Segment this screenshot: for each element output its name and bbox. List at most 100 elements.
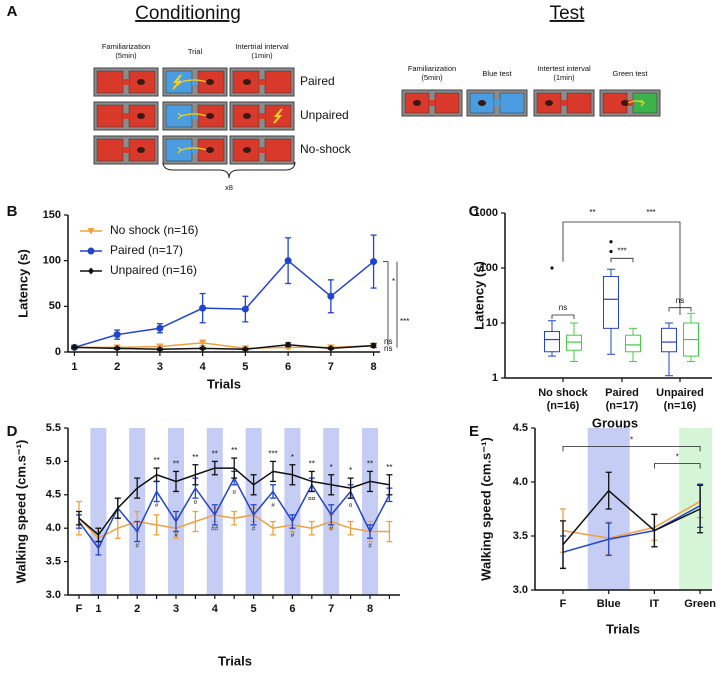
column-header: Trial bbox=[188, 47, 203, 56]
x-axis-label: Trials bbox=[218, 653, 252, 668]
significance-mark: ¤ bbox=[349, 502, 353, 509]
outlier bbox=[609, 249, 613, 254]
point bbox=[242, 345, 249, 353]
x-tick-label: 6 bbox=[289, 603, 295, 615]
x-tick-label: 4 bbox=[200, 361, 207, 373]
series-line bbox=[562, 500, 701, 539]
y-tick-label: 150 bbox=[43, 209, 61, 221]
row-label: Unpaired bbox=[300, 108, 349, 122]
box bbox=[603, 276, 619, 329]
column-header: Intertrial interval (1min) bbox=[235, 42, 289, 60]
outlier bbox=[609, 240, 613, 244]
column-header: Intertest interval (1min) bbox=[537, 64, 591, 82]
chamber bbox=[632, 92, 658, 114]
x-tick-label: No shock (n=16) bbox=[538, 387, 588, 412]
significance-mark: ¤ bbox=[232, 489, 236, 496]
point bbox=[199, 304, 207, 312]
y-tick-label: 3.0 bbox=[513, 584, 528, 596]
repeat-label: x8 bbox=[225, 183, 233, 192]
y-tick-label: 4.0 bbox=[46, 522, 61, 534]
x-tick-label: 6 bbox=[285, 361, 291, 373]
x-tick-label: 2 bbox=[114, 361, 120, 373]
legend-label: No shock (n=16) bbox=[110, 223, 198, 237]
legend-label: Unpaired (n=16) bbox=[110, 263, 197, 277]
significance-mark: # bbox=[291, 532, 295, 539]
panel-label: B bbox=[7, 203, 18, 220]
chamber bbox=[499, 92, 525, 114]
y-axis-label: Latency (s) bbox=[15, 249, 30, 318]
significance-star: ** bbox=[367, 460, 373, 469]
panel-label: A bbox=[7, 3, 18, 20]
point bbox=[370, 258, 378, 266]
row-label: Paired bbox=[300, 74, 335, 88]
y-tick-label: 1000 bbox=[474, 207, 498, 219]
significance-star: ** bbox=[192, 453, 198, 462]
annotation: *** bbox=[617, 246, 626, 255]
point bbox=[327, 344, 334, 352]
mouse-icon bbox=[621, 100, 629, 106]
door bbox=[123, 147, 129, 153]
column-header: Green test bbox=[612, 69, 648, 78]
y-tick-label: 4.0 bbox=[513, 476, 528, 488]
x-tick-label: 8 bbox=[371, 361, 377, 373]
x-tick-label: Blue bbox=[597, 598, 621, 610]
significance-bracket bbox=[654, 463, 701, 469]
significance-bracket bbox=[610, 257, 634, 263]
shock-icon bbox=[172, 74, 182, 90]
x-axis-label: Trials bbox=[606, 621, 640, 636]
door bbox=[494, 100, 500, 106]
y-tick-label: 0 bbox=[55, 346, 61, 358]
y-tick-label: 10 bbox=[486, 317, 498, 329]
series-line bbox=[562, 489, 701, 546]
y-tick-label: 100 bbox=[480, 262, 498, 274]
door bbox=[192, 147, 198, 153]
legend-marker bbox=[88, 267, 94, 275]
column-header: Blue test bbox=[482, 69, 512, 78]
significance-star: * bbox=[291, 453, 294, 462]
annotation: ns bbox=[384, 337, 392, 346]
significance-mark: # bbox=[329, 526, 333, 533]
door bbox=[123, 113, 129, 119]
highlight-band bbox=[284, 428, 301, 595]
door bbox=[561, 100, 567, 106]
door bbox=[259, 79, 265, 85]
annotation: * bbox=[392, 277, 395, 286]
move-arrow bbox=[177, 112, 208, 120]
point bbox=[156, 324, 164, 332]
annotation: * bbox=[630, 435, 633, 444]
point bbox=[114, 344, 121, 352]
y-axis-label: Walking speed (cm.s⁻¹) bbox=[478, 437, 493, 581]
annotation: ns bbox=[676, 296, 684, 305]
point bbox=[284, 257, 292, 265]
mouse-icon bbox=[413, 100, 421, 106]
mouse-icon bbox=[137, 79, 145, 85]
x-tick-label: 5 bbox=[242, 361, 248, 373]
panel-label: C bbox=[469, 203, 480, 220]
significance-bracket bbox=[562, 445, 701, 452]
mouse-icon bbox=[545, 100, 553, 106]
panel-label: D bbox=[7, 423, 18, 440]
mouse-icon bbox=[206, 113, 214, 119]
significance-star: ** bbox=[309, 460, 315, 469]
door bbox=[259, 147, 265, 153]
y-tick-label: 5.0 bbox=[46, 455, 61, 467]
move-arrow bbox=[177, 146, 208, 154]
section-title: Test bbox=[550, 3, 586, 24]
significance-star: ** bbox=[212, 450, 218, 459]
point bbox=[199, 344, 206, 352]
point bbox=[327, 292, 335, 300]
x-tick-label: 5 bbox=[251, 603, 257, 615]
significance-star: * bbox=[330, 463, 333, 472]
mouse-icon bbox=[137, 147, 145, 153]
x-tick-label: 7 bbox=[328, 361, 334, 373]
repeat-brace bbox=[162, 161, 296, 179]
mouse-icon bbox=[206, 79, 214, 85]
mouse-icon bbox=[478, 100, 486, 106]
y-tick-label: 3.5 bbox=[513, 530, 528, 542]
y-axis-label: Latency (s) bbox=[471, 261, 486, 330]
legend-marker bbox=[87, 247, 95, 255]
point bbox=[71, 343, 78, 351]
series-line bbox=[562, 505, 701, 553]
mouse-icon bbox=[243, 79, 251, 85]
